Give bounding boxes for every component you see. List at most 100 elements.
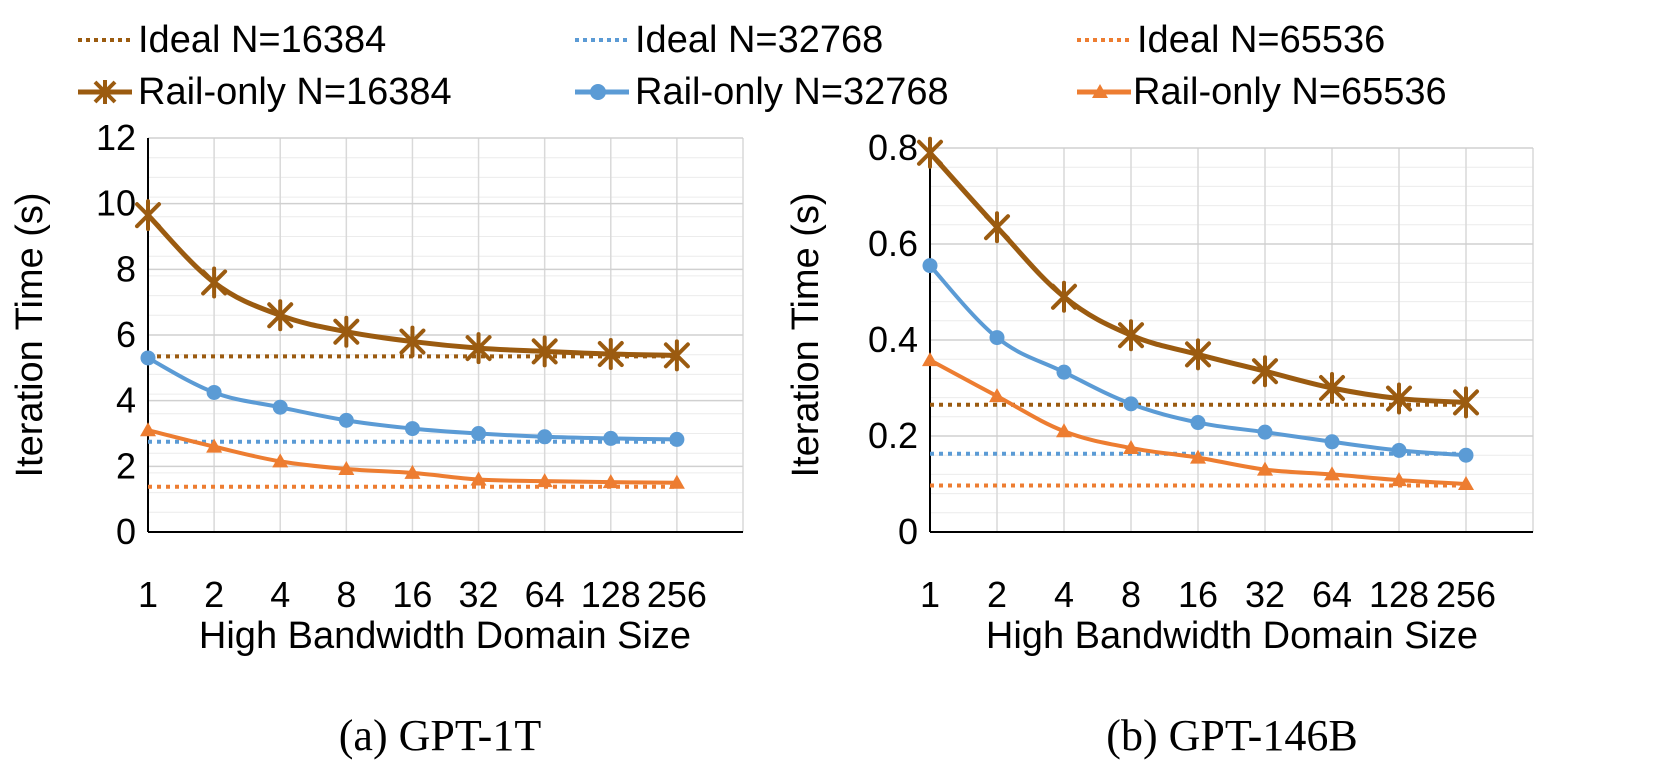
circle-point	[338, 412, 354, 428]
circle-point	[537, 429, 553, 445]
x-tick-label: 16	[1178, 574, 1218, 615]
legend-item-ideal-32768: Ideal N=32768	[575, 19, 883, 61]
star-point	[597, 338, 624, 371]
y-tick-label: 0.8	[868, 127, 918, 168]
legend-label-ideal-65536: Ideal N=65536	[1137, 19, 1385, 61]
circle-point	[1123, 396, 1139, 412]
triangle-point	[989, 388, 1005, 403]
x-tick-label: 64	[1312, 574, 1352, 615]
x-tick-label: 1	[138, 574, 158, 615]
legend-item-ideal-65536: Ideal N=65536	[1077, 19, 1385, 61]
x-tick-label: 4	[1054, 574, 1074, 615]
y-tick-label: 8	[116, 248, 136, 289]
x-tick-label: 2	[987, 574, 1007, 615]
circle-point	[404, 421, 420, 437]
legend-label-ideal-16384: Ideal N=16384	[138, 19, 386, 61]
star-point	[267, 299, 294, 332]
triangle-point	[272, 453, 289, 468]
chart-b: 0 0.2 0.4 0.6 0.8 1 2 4 8 16 32 64 128 256 Iteration …	[785, 127, 1534, 760]
star-point	[333, 315, 360, 348]
y-tick-label: 0	[116, 511, 136, 552]
triangle-point	[922, 352, 938, 367]
x-tick-label: 8	[1121, 574, 1141, 615]
star-point	[984, 211, 1010, 244]
star-point	[465, 332, 492, 365]
star-point	[1185, 338, 1211, 371]
triangle-point	[1391, 472, 1407, 487]
circle-point	[206, 384, 222, 400]
circle-point	[471, 426, 487, 441]
chart-title-b: (b) GPT-146B	[1106, 711, 1357, 760]
triangle-point	[206, 438, 223, 453]
circle-point	[603, 430, 619, 446]
circle-point	[1324, 434, 1340, 450]
x-tick-label: 4	[270, 574, 290, 615]
star-point	[1319, 372, 1345, 404]
x-tick-label: 256	[647, 574, 707, 615]
circle-point	[1391, 442, 1407, 458]
y-tick-label: 10	[96, 183, 136, 224]
legend-label-rail-32768: Rail-only N=32768	[635, 71, 949, 113]
legend-marker-circle	[590, 84, 606, 100]
y-tick-label: 0.6	[868, 223, 918, 264]
legend-label-rail-65536: Rail-only N=65536	[1133, 71, 1447, 113]
x-tick-label: 16	[392, 574, 432, 615]
circle-point	[669, 431, 685, 447]
triangle-point	[1458, 476, 1474, 490]
star-point	[917, 136, 943, 169]
legend-marker-triangle	[1092, 84, 1108, 98]
x-tick-label: 8	[336, 574, 356, 615]
y-tick-label: 12	[96, 117, 136, 158]
triangle-point	[404, 464, 421, 479]
circle-point	[272, 399, 288, 415]
plot-area-b: 0 0.2 0.4 0.6 0.8 1 2 4 8 16 32 64 128 256	[868, 127, 1534, 615]
legend-item-rail-65536: Rail-only N=65536	[1077, 71, 1447, 113]
y-tick-label: 0.4	[868, 319, 918, 360]
x-tick-label: 32	[1245, 574, 1285, 615]
legend-item-rail-16384: Rail-only N=16384	[78, 71, 452, 113]
circle-point	[989, 330, 1005, 346]
triangle-point	[1190, 449, 1206, 464]
y-axis-label-a: Iteration Time (s)	[9, 192, 51, 477]
triangle-point	[140, 422, 156, 437]
triangle-point	[470, 471, 487, 486]
star-point	[663, 339, 690, 372]
triangle-point	[536, 473, 553, 488]
x-tick-label: 2	[204, 574, 224, 615]
x-tick-label: 64	[525, 574, 565, 615]
triangle-point	[1056, 423, 1072, 438]
legend-label-rail-16384: Rail-only N=16384	[138, 71, 452, 113]
circle-point	[140, 350, 156, 366]
triangle-point	[1324, 466, 1340, 481]
x-axis-label-a: High Bandwidth Domain Size	[199, 615, 691, 657]
circle-point	[1458, 447, 1474, 463]
legend-item-rail-32768: Rail-only N=32768	[575, 71, 949, 113]
star-point	[1252, 355, 1278, 388]
star-point	[1118, 319, 1144, 352]
star-point	[399, 325, 426, 358]
legend-label-ideal-32768: Ideal N=32768	[635, 19, 883, 61]
star-point	[201, 266, 228, 299]
triangle-point	[668, 474, 685, 489]
triangle-point	[1123, 440, 1139, 454]
triangle-point	[1257, 461, 1273, 476]
star-point	[135, 199, 161, 232]
y-tick-label: 2	[116, 445, 136, 486]
x-tick-label: 128	[1369, 574, 1429, 615]
circle-point	[1257, 424, 1273, 440]
star-point	[1051, 280, 1077, 313]
star-point	[531, 335, 558, 368]
chart-title-a: (a) GPT-1T	[339, 711, 542, 760]
y-tick-label: 6	[116, 314, 136, 355]
y-tick-label: 0.2	[868, 415, 918, 456]
circle-point	[1056, 364, 1072, 380]
y-tick-label: 0	[898, 511, 918, 552]
circle-point	[922, 258, 938, 274]
legend-item-ideal-16384: Ideal N=16384	[78, 19, 386, 61]
star-point	[1386, 382, 1412, 415]
y-tick-label: 4	[116, 380, 136, 421]
circle-point	[1190, 415, 1206, 431]
x-axis-label-b: High Bandwidth Domain Size	[986, 615, 1478, 657]
